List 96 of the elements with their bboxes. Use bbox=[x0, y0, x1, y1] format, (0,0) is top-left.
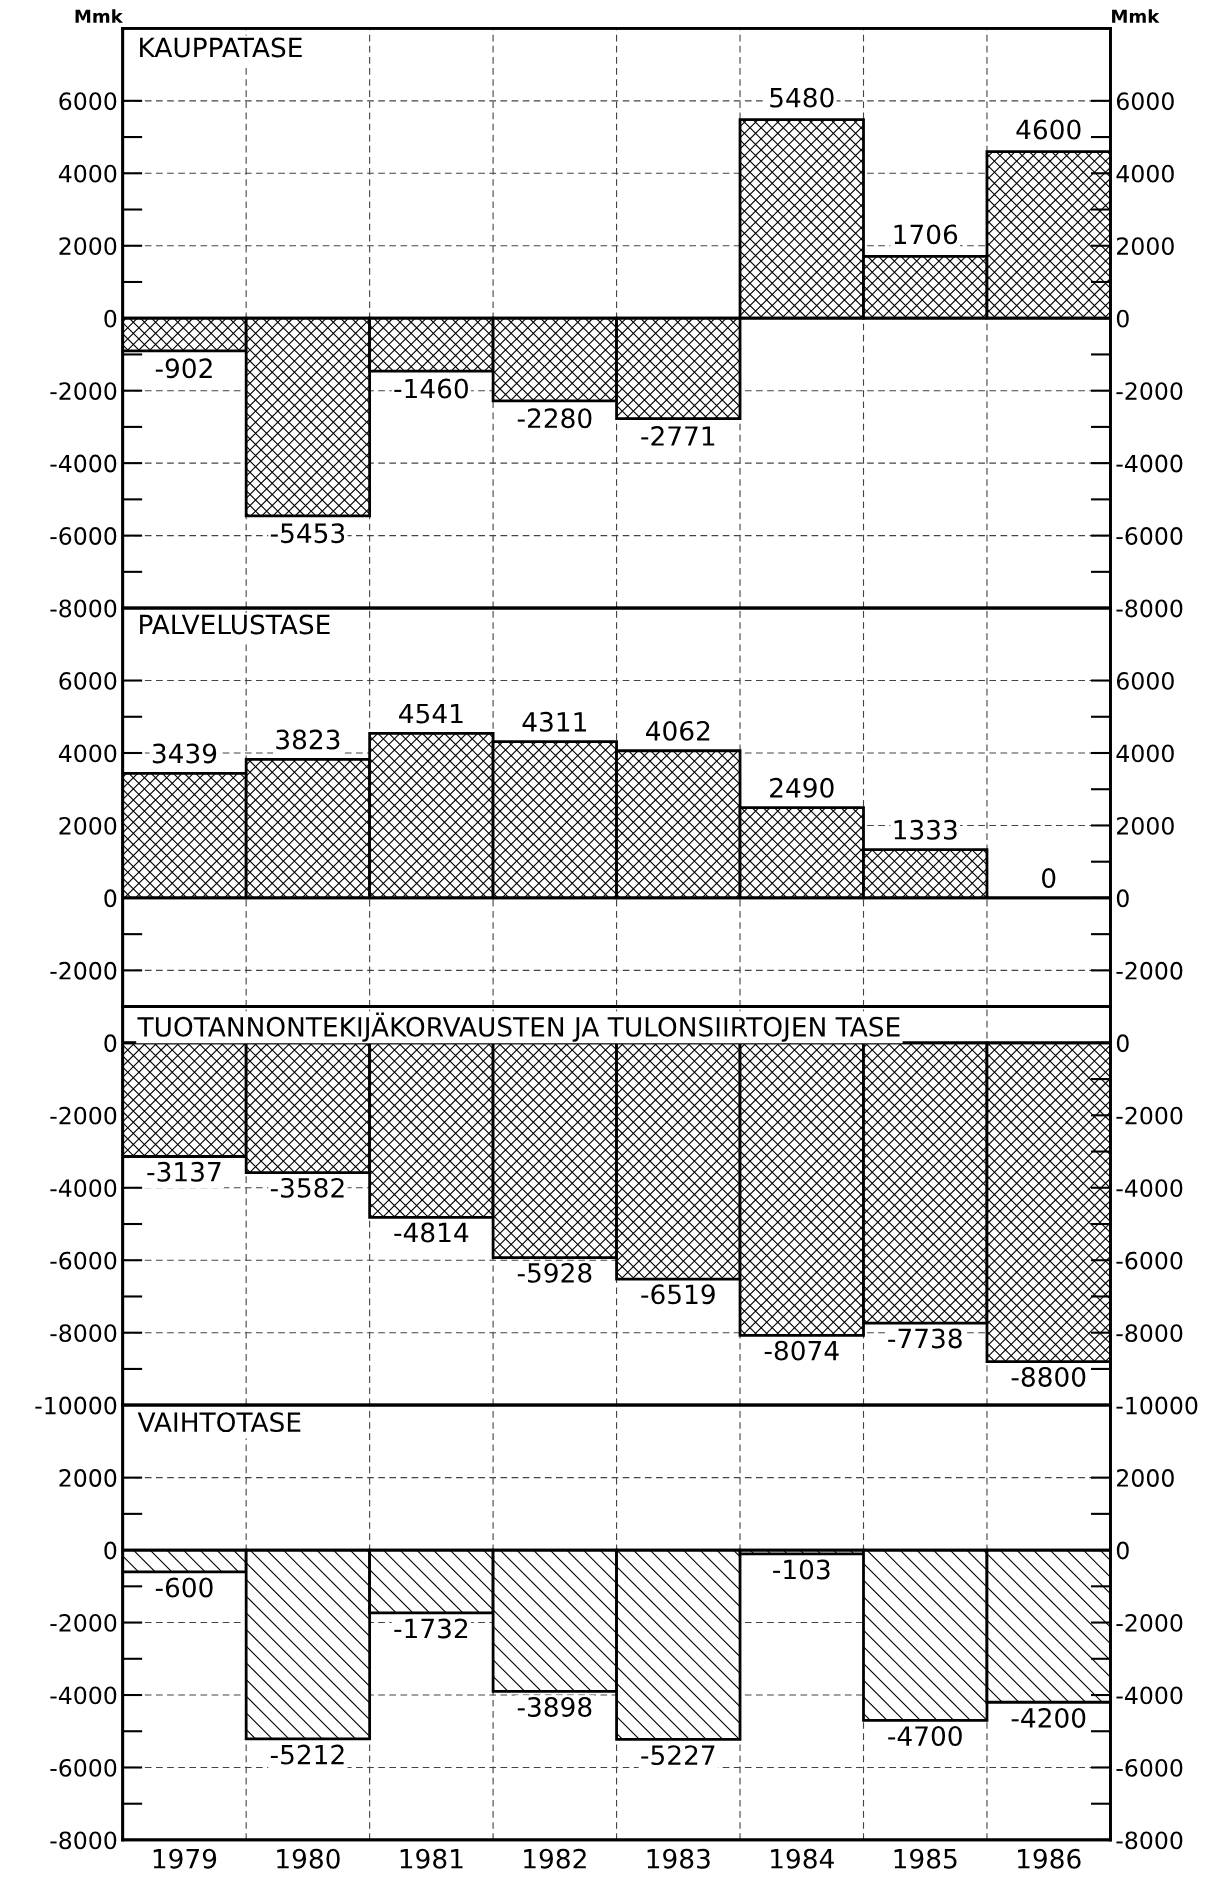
y2-tick-label: 0 bbox=[1116, 889, 1129, 908]
y-tick-label: -6000 bbox=[50, 1251, 117, 1270]
x-tick-label: 1982 bbox=[524, 1848, 586, 1869]
x-tick-label: 1985 bbox=[894, 1848, 957, 1869]
y-tick-label: -2000 bbox=[50, 382, 117, 400]
data-label: 1706 bbox=[894, 224, 958, 245]
data-label: -1460 bbox=[394, 378, 468, 399]
y-tick-label: -8000 bbox=[50, 599, 117, 618]
x-tick-label: 1984 bbox=[771, 1848, 834, 1869]
y2-tick-label: -2000 bbox=[1116, 1614, 1183, 1632]
x-tick-label: 1986 bbox=[1018, 1848, 1081, 1869]
y2-axis-title: Mmk bbox=[1112, 9, 1160, 23]
data-label: -4700 bbox=[888, 1726, 962, 1747]
data-label: -2280 bbox=[517, 408, 592, 429]
y-tick-label: 2000 bbox=[59, 816, 117, 835]
y-tick-label: 6000 bbox=[59, 671, 117, 690]
y-tick-label: -8000 bbox=[50, 1324, 117, 1343]
data-label: -3137 bbox=[147, 1161, 221, 1182]
y2-tick-label: 4000 bbox=[1116, 744, 1174, 763]
y-tick-label: 0 bbox=[104, 1034, 117, 1053]
y-tick-label: -4000 bbox=[50, 1686, 117, 1705]
y-axis-title: Mmk bbox=[75, 9, 124, 23]
data-label: -7738 bbox=[888, 1328, 962, 1349]
data-label: -1732 bbox=[394, 1618, 468, 1639]
data-label: -3898 bbox=[517, 1697, 592, 1717]
y-tick-label: 0 bbox=[104, 889, 117, 908]
x-tick-label: 1981 bbox=[400, 1848, 463, 1869]
data-label: -5227 bbox=[641, 1745, 715, 1766]
y2-tick-label: 0 bbox=[1116, 1541, 1129, 1560]
y2-tick-label: -6000 bbox=[1116, 1251, 1183, 1270]
chart-title: PALVELUSTASE bbox=[140, 614, 330, 635]
data-label: -4814 bbox=[394, 1222, 469, 1243]
y2-tick-label: -2000 bbox=[1116, 1106, 1183, 1125]
y-tick-label: -8000 bbox=[50, 1831, 117, 1850]
y2-tick-label: 4000 bbox=[1116, 164, 1174, 183]
y2-tick-label: -2000 bbox=[1116, 961, 1183, 980]
y-tick-label: 4000 bbox=[58, 744, 117, 763]
data-label: -5453 bbox=[270, 523, 345, 544]
y-tick-label: 0 bbox=[104, 1541, 117, 1560]
data-label: -902 bbox=[155, 358, 212, 379]
x-tick-label: 1980 bbox=[277, 1848, 340, 1869]
data-label: -6519 bbox=[641, 1284, 715, 1305]
chart-title: VAIHTOTASE bbox=[137, 1412, 301, 1433]
y-tick-label: -4000 bbox=[50, 454, 117, 473]
data-label: -2771 bbox=[641, 426, 715, 446]
y2-tick-label: -4000 bbox=[1116, 454, 1183, 473]
data-label: 2490 bbox=[770, 777, 834, 798]
y-tick-label: 0 bbox=[104, 309, 117, 328]
data-label: 0 bbox=[1042, 868, 1056, 889]
x-tick-label: 1983 bbox=[647, 1848, 710, 1869]
y2-tick-label: -4000 bbox=[1116, 1686, 1183, 1705]
y-tick-label: 4000 bbox=[58, 164, 117, 183]
y2-tick-label: 0 bbox=[1116, 309, 1129, 328]
chart-title: KAUPPATASE bbox=[140, 37, 302, 58]
chart-title: TUOTANNONTEKIJÄKORVAUSTEN JA TULONSIIRTOJEN TASE bbox=[137, 1012, 900, 1042]
y-tick-label: 2000 bbox=[59, 237, 117, 256]
y2-tick-label: 6000 bbox=[1116, 671, 1174, 690]
y2-tick-label: 2000 bbox=[1117, 237, 1174, 256]
data-label: 3823 bbox=[276, 729, 340, 750]
data-label: -8074 bbox=[764, 1340, 839, 1361]
data-label: 4541 bbox=[399, 703, 463, 724]
data-label: 1333 bbox=[894, 819, 957, 840]
y2-tick-label: -8000 bbox=[1116, 599, 1183, 618]
y2-tick-label: -8000 bbox=[1116, 1324, 1183, 1343]
y2-tick-label: -4000 bbox=[1116, 1179, 1183, 1198]
data-label: 4062 bbox=[646, 720, 710, 741]
data-label: 4600 bbox=[1016, 119, 1081, 140]
y2-tick-label: -10000 bbox=[1116, 1396, 1198, 1415]
y2-tick-label: -2000 bbox=[1116, 382, 1183, 400]
y-tick-label: -4000 bbox=[50, 1179, 117, 1198]
y-tick-label: -2000 bbox=[50, 1614, 117, 1632]
y-tick-label: -6000 bbox=[50, 1758, 117, 1777]
y-tick-label: -2000 bbox=[50, 1106, 117, 1125]
y-tick-label: -2000 bbox=[50, 961, 117, 980]
data-label: 4311 bbox=[522, 711, 586, 732]
y2-tick-label: 2000 bbox=[1117, 816, 1174, 835]
y-tick-label: 6000 bbox=[59, 92, 117, 111]
data-label: 3439 bbox=[152, 743, 217, 764]
y2-tick-label: 0 bbox=[1116, 1034, 1129, 1053]
y-tick-label: 2000 bbox=[59, 1469, 117, 1487]
y2-tick-label: -6000 bbox=[1116, 1758, 1183, 1777]
data-label: -3582 bbox=[270, 1177, 344, 1198]
data-label: -103 bbox=[773, 1559, 830, 1580]
y2-tick-label: 6000 bbox=[1116, 92, 1174, 111]
data-label: -8800 bbox=[1011, 1366, 1086, 1387]
y2-tick-label: -6000 bbox=[1116, 527, 1183, 545]
y-tick-label: -6000 bbox=[50, 527, 117, 545]
data-label: -5928 bbox=[517, 1262, 592, 1283]
x-tick-label: 1979 bbox=[153, 1848, 217, 1869]
y-tick-label: -10000 bbox=[35, 1396, 117, 1415]
data-label: -5212 bbox=[270, 1744, 344, 1765]
data-label: -4200 bbox=[1011, 1707, 1086, 1728]
data-label: -600 bbox=[155, 1577, 213, 1598]
data-label: 5480 bbox=[770, 87, 834, 108]
y2-tick-label: -8000 bbox=[1116, 1831, 1183, 1850]
y2-tick-label: 2000 bbox=[1117, 1469, 1174, 1487]
